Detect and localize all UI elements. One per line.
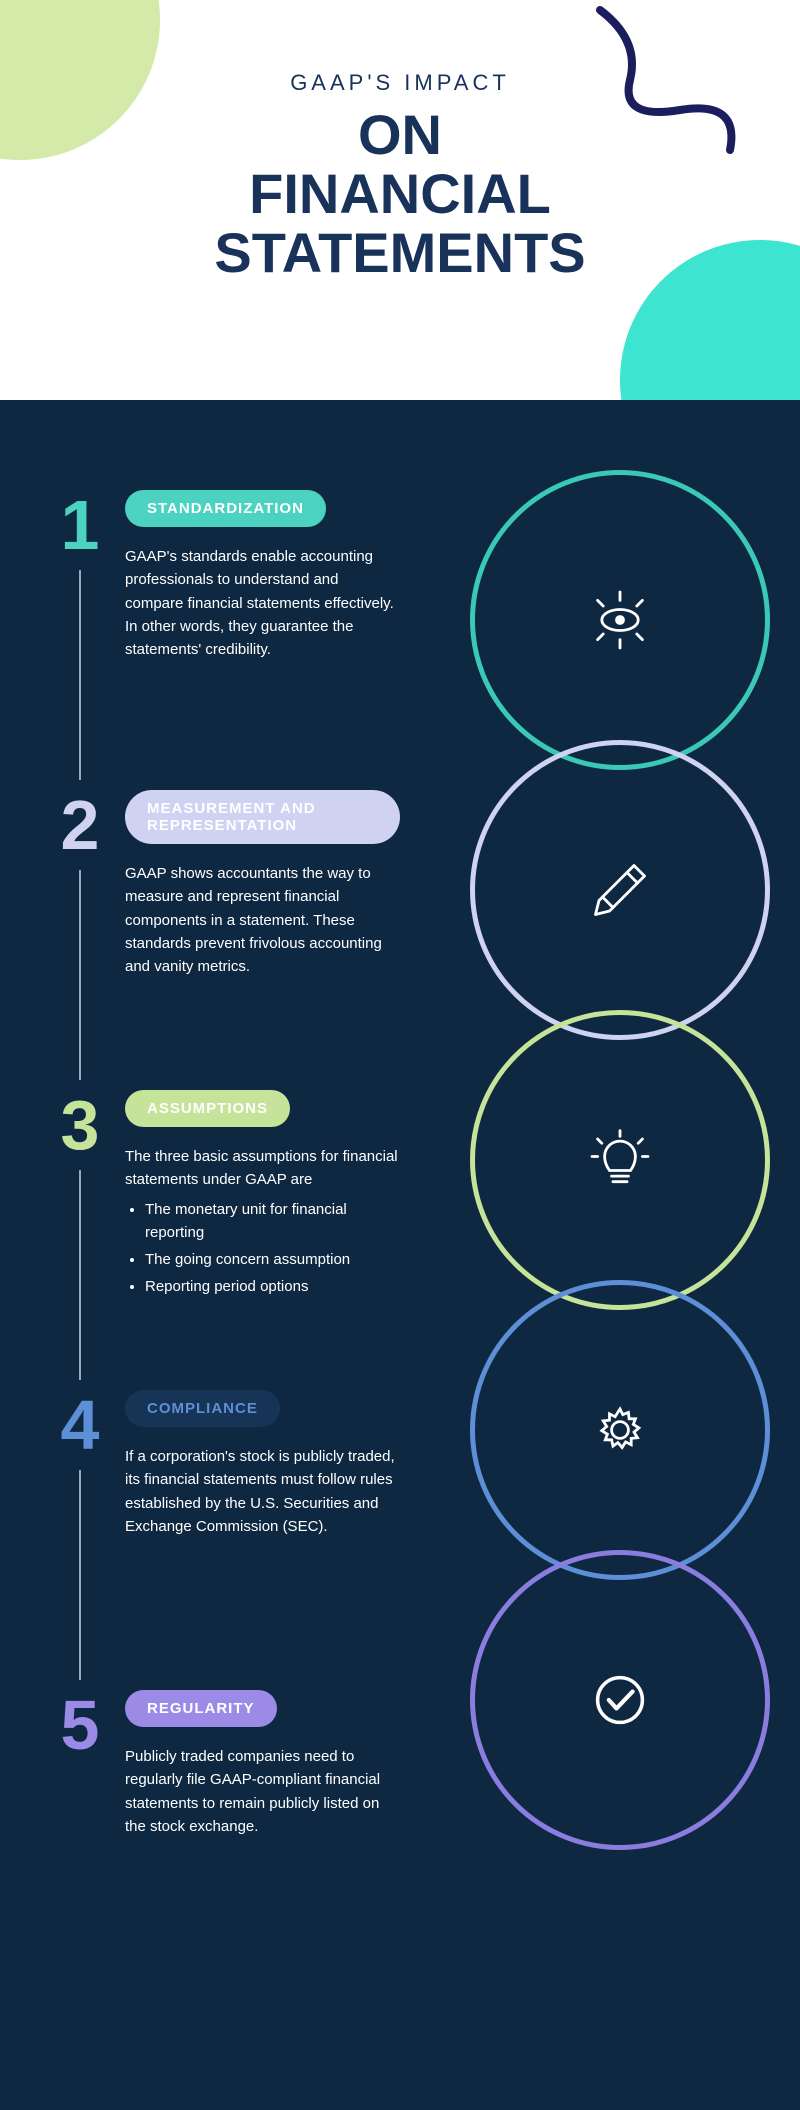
item-number: 3: [50, 1090, 110, 1160]
bullet-item: The going concern assumption: [145, 1248, 400, 1271]
item-label-pill: REGULARITY: [125, 1690, 277, 1727]
item-content: REGULARITY Publicly traded companies need…: [110, 1690, 400, 1838]
item-label-pill: ASSUMPTIONS: [125, 1090, 290, 1127]
decorative-squiggle: [580, 0, 780, 160]
item-description: Publicly traded companies need to regula…: [125, 1745, 400, 1838]
title-line-3: STATEMENTS: [214, 221, 585, 284]
item-content: MEASUREMENT AND REPRESENTATION GAAP shows…: [110, 790, 400, 978]
item-label-pill: COMPLIANCE: [125, 1390, 280, 1427]
item-description: GAAP's standards enable accounting profe…: [125, 545, 400, 661]
bullet-item: The monetary unit for financial reportin…: [145, 1198, 400, 1245]
item-content: ASSUMPTIONS The three basic assumptions f…: [110, 1090, 400, 1303]
list-item: 5 REGULARITY Publicly traded companies nee…: [50, 1690, 750, 1930]
item-content: STANDARDIZATION GAAP's standards enable a…: [110, 490, 400, 661]
items-column: 1 STANDARDIZATION GAAP's standards enable …: [50, 490, 750, 1930]
title-line-2: FINANCIAL: [249, 162, 551, 225]
item-content: COMPLIANCE If a corporation's stock is pu…: [110, 1390, 400, 1538]
list-item: 1 STANDARDIZATION GAAP's standards enable …: [50, 490, 750, 730]
list-item: 3 ASSUMPTIONS The three basic assumptions …: [50, 1090, 750, 1330]
item-number: 1: [50, 490, 110, 560]
title-line-1: ON: [358, 103, 442, 166]
item-label-pill: STANDARDIZATION: [125, 490, 326, 527]
connector-line: [79, 570, 81, 780]
item-number: 2: [50, 790, 110, 860]
item-description: If a corporation's stock is publicly tra…: [125, 1445, 400, 1538]
item-description: GAAP shows accountants the way to measur…: [125, 862, 400, 978]
list-item: 4 COMPLIANCE If a corporation's stock is p…: [50, 1390, 750, 1630]
header: GAAP'S IMPACT ON FINANCIAL STATEMENTS: [0, 0, 800, 400]
item-number: 5: [50, 1690, 110, 1760]
connector-line: [79, 870, 81, 1080]
list-item: 2 MEASUREMENT AND REPRESENTATION GAAP show…: [50, 790, 750, 1030]
connector-line: [79, 1470, 81, 1680]
item-number: 4: [50, 1390, 110, 1460]
main-content: 1 STANDARDIZATION GAAP's standards enable …: [0, 400, 800, 2110]
bullet-item: Reporting period options: [145, 1275, 400, 1298]
item-label-pill: MEASUREMENT AND REPRESENTATION: [125, 790, 400, 844]
connector-line: [79, 1170, 81, 1380]
item-description: The three basic assumptions for financia…: [125, 1145, 400, 1299]
